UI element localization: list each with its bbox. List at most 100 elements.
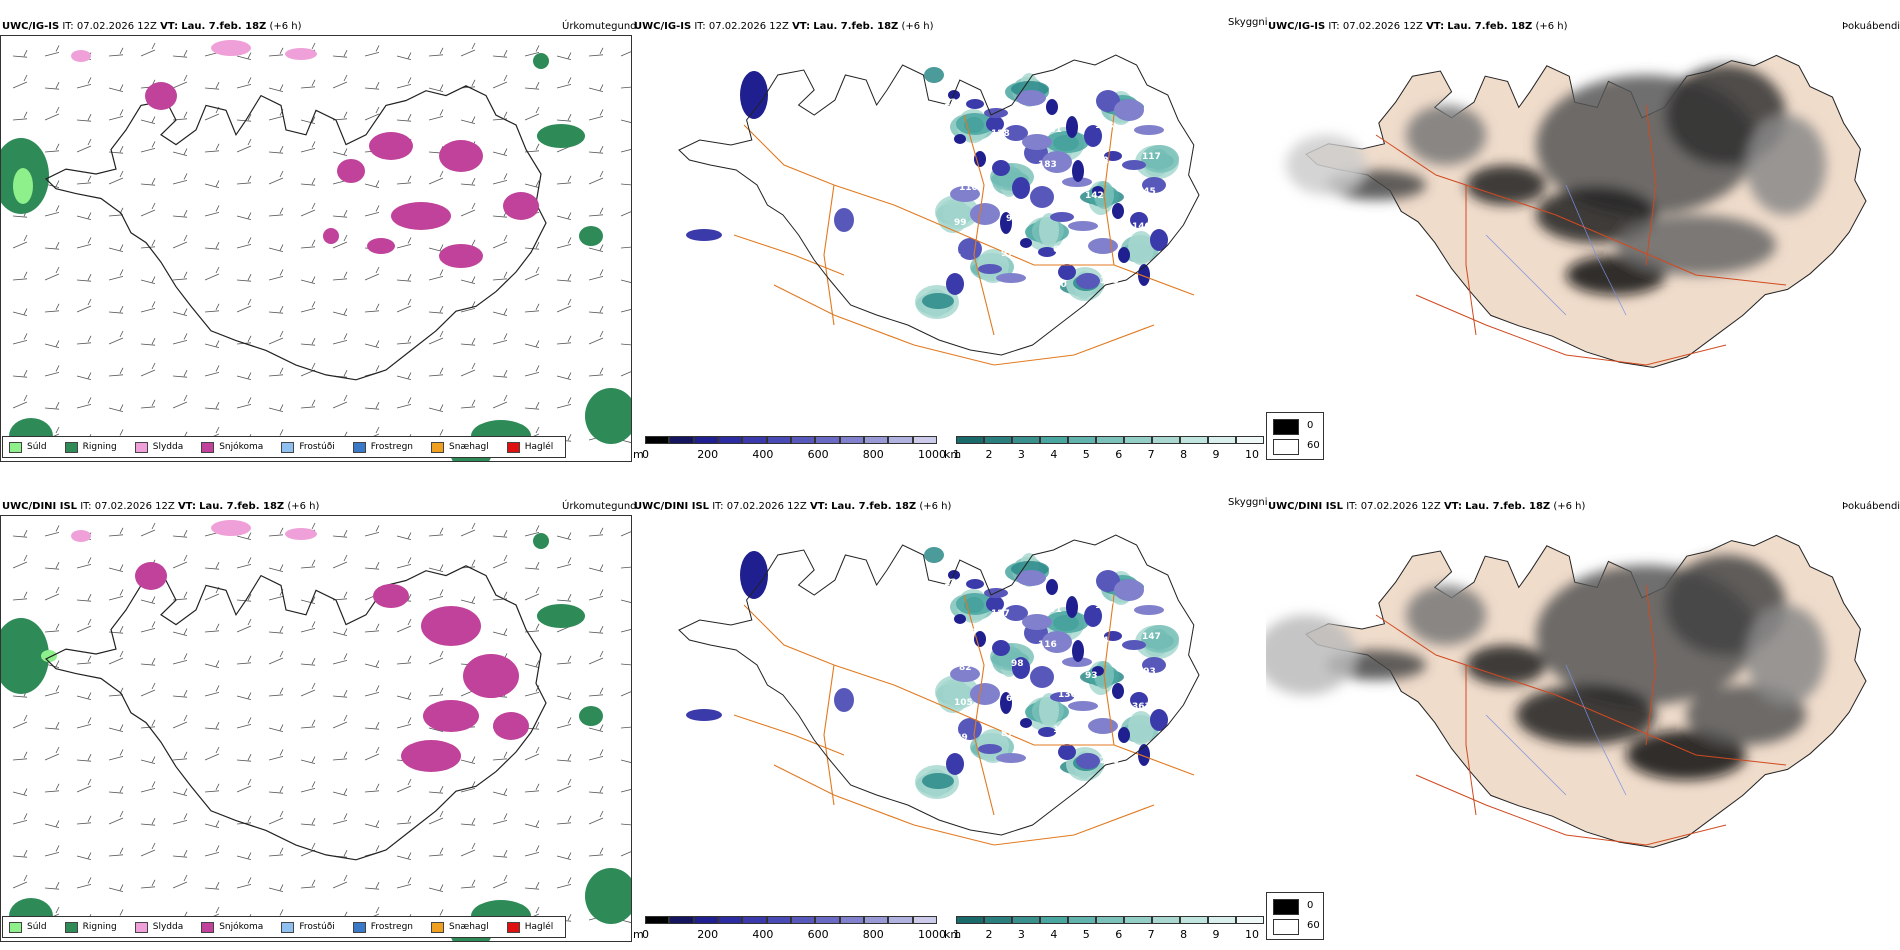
legend-item: Snjókoma bbox=[195, 441, 263, 453]
vis-m-area bbox=[966, 579, 984, 589]
wind-barb bbox=[12, 530, 28, 538]
vis-title-1: Skyggni bbox=[1228, 17, 1268, 28]
wind-barb bbox=[76, 778, 92, 793]
vis-km-area bbox=[1128, 711, 1154, 745]
legend-label: Snæhagl bbox=[449, 922, 489, 932]
wind-barb bbox=[588, 84, 604, 92]
road bbox=[1465, 665, 1477, 816]
wind-barb bbox=[556, 754, 572, 762]
vis-m-area bbox=[686, 229, 722, 241]
wind-barb bbox=[76, 618, 92, 633]
vis-header-1: UWC/IG-IS IT: 07.02.2026 12Z VT: Lau. 7.… bbox=[634, 21, 934, 32]
vis-m-area bbox=[986, 116, 1004, 132]
wind-barb bbox=[556, 298, 572, 313]
wind-barb bbox=[588, 330, 604, 345]
vis-m-area bbox=[1134, 125, 1164, 135]
vis-m-area bbox=[954, 134, 966, 144]
wind-barb bbox=[204, 562, 220, 570]
colorbar-swatch bbox=[1040, 436, 1068, 444]
vis-km-area bbox=[935, 195, 979, 229]
wind-barb bbox=[556, 397, 572, 409]
colorbar-tick-label: 600 bbox=[807, 448, 829, 461]
wind-barb bbox=[140, 338, 156, 346]
wind-barb bbox=[556, 114, 572, 122]
colorbar-swatch bbox=[1152, 436, 1180, 444]
wind-barb bbox=[12, 751, 28, 761]
rain-area bbox=[533, 53, 549, 69]
wind-barb bbox=[76, 335, 92, 345]
vis-m-area bbox=[1112, 683, 1124, 699]
wind-barb bbox=[364, 303, 380, 313]
wind-barb bbox=[556, 274, 572, 282]
wind-barb bbox=[524, 45, 540, 57]
wind-barb bbox=[588, 847, 604, 857]
wind-barb bbox=[268, 847, 284, 857]
wind-barb bbox=[588, 564, 604, 572]
wind-barb bbox=[428, 330, 444, 345]
vis-m-area bbox=[1118, 247, 1130, 263]
wind-barb bbox=[268, 564, 284, 572]
vis-m-area bbox=[1020, 718, 1032, 728]
wind-barb bbox=[44, 402, 60, 410]
vis-m-area bbox=[1084, 605, 1102, 627]
vis-value-label: 147 bbox=[1142, 632, 1161, 642]
colorbar-unit: m bbox=[633, 928, 644, 941]
wind-barb bbox=[172, 874, 188, 889]
vis-km-area bbox=[1045, 611, 1089, 633]
ptype-legend-1: Súld Rigning Slydda Snjókoma Frostúði Frostre… bbox=[2, 436, 567, 458]
vis-value-label: 162 bbox=[1090, 156, 1109, 166]
colorbar-swatch bbox=[645, 436, 670, 444]
fog-area bbox=[1286, 135, 1366, 195]
colorbar-swatch bbox=[888, 916, 913, 924]
vis-m-area bbox=[1046, 579, 1058, 595]
wind-barb bbox=[428, 589, 444, 601]
wind-barb bbox=[332, 628, 348, 636]
wind-barb bbox=[108, 749, 124, 761]
snow-area bbox=[493, 712, 529, 740]
wind-barb bbox=[364, 340, 380, 348]
legend-swatch bbox=[9, 921, 22, 933]
wind-barb bbox=[428, 244, 444, 252]
wind-barb bbox=[332, 751, 348, 761]
colorbar-swatch bbox=[1208, 436, 1236, 444]
vis-m-area bbox=[950, 186, 980, 202]
wind-barb bbox=[492, 333, 508, 345]
wind-barb bbox=[620, 309, 631, 313]
vis-m-area bbox=[1000, 212, 1012, 234]
wind-barb bbox=[524, 180, 540, 188]
fog-area bbox=[1516, 685, 1656, 745]
wind-barb bbox=[556, 877, 572, 889]
ptype-header-1: UWC/IG-IS IT: 07.02.2026 12Z VT: Lau. 7.… bbox=[2, 21, 302, 32]
wind-barb bbox=[332, 74, 348, 89]
wind-barb bbox=[524, 402, 540, 410]
legend-label: Rigning bbox=[82, 922, 117, 932]
vis-m-area bbox=[1062, 177, 1092, 187]
wind-barb bbox=[76, 717, 92, 729]
snow-area bbox=[463, 654, 519, 698]
colorbar-tick-label: 200 bbox=[697, 448, 719, 461]
vis-value-label: 138 bbox=[944, 98, 963, 108]
colorbar-tick-label: 2 bbox=[985, 448, 993, 461]
wind-barb bbox=[108, 527, 124, 537]
wind-barb bbox=[108, 724, 124, 732]
wind-barb bbox=[236, 212, 252, 220]
wind-barb bbox=[428, 527, 444, 537]
wind-barb bbox=[108, 884, 124, 892]
vis-m-area bbox=[1068, 221, 1098, 231]
colorbar-swatch bbox=[742, 436, 767, 444]
legend-item: Snæhagl bbox=[425, 921, 489, 933]
colorbar-tick-label: 7 bbox=[1147, 928, 1155, 941]
colorbar-swatch bbox=[984, 436, 1012, 444]
wind-barb bbox=[620, 371, 631, 377]
vis-m-area bbox=[1038, 247, 1056, 257]
colorbar-tick-label: 5 bbox=[1082, 448, 1090, 461]
wind-barb bbox=[492, 74, 508, 89]
snow-area bbox=[421, 606, 481, 646]
wind-barb bbox=[524, 685, 540, 697]
colorbar-tick-label: 400 bbox=[752, 928, 774, 941]
wind-barb bbox=[172, 714, 188, 729]
vis-header-2: UWC/DINI ISL IT: 07.02.2026 12Z VT: Lau.… bbox=[634, 501, 952, 512]
wind-barb bbox=[300, 79, 316, 89]
vis-value-label: 29 bbox=[964, 628, 977, 638]
wind-barb bbox=[172, 333, 188, 345]
